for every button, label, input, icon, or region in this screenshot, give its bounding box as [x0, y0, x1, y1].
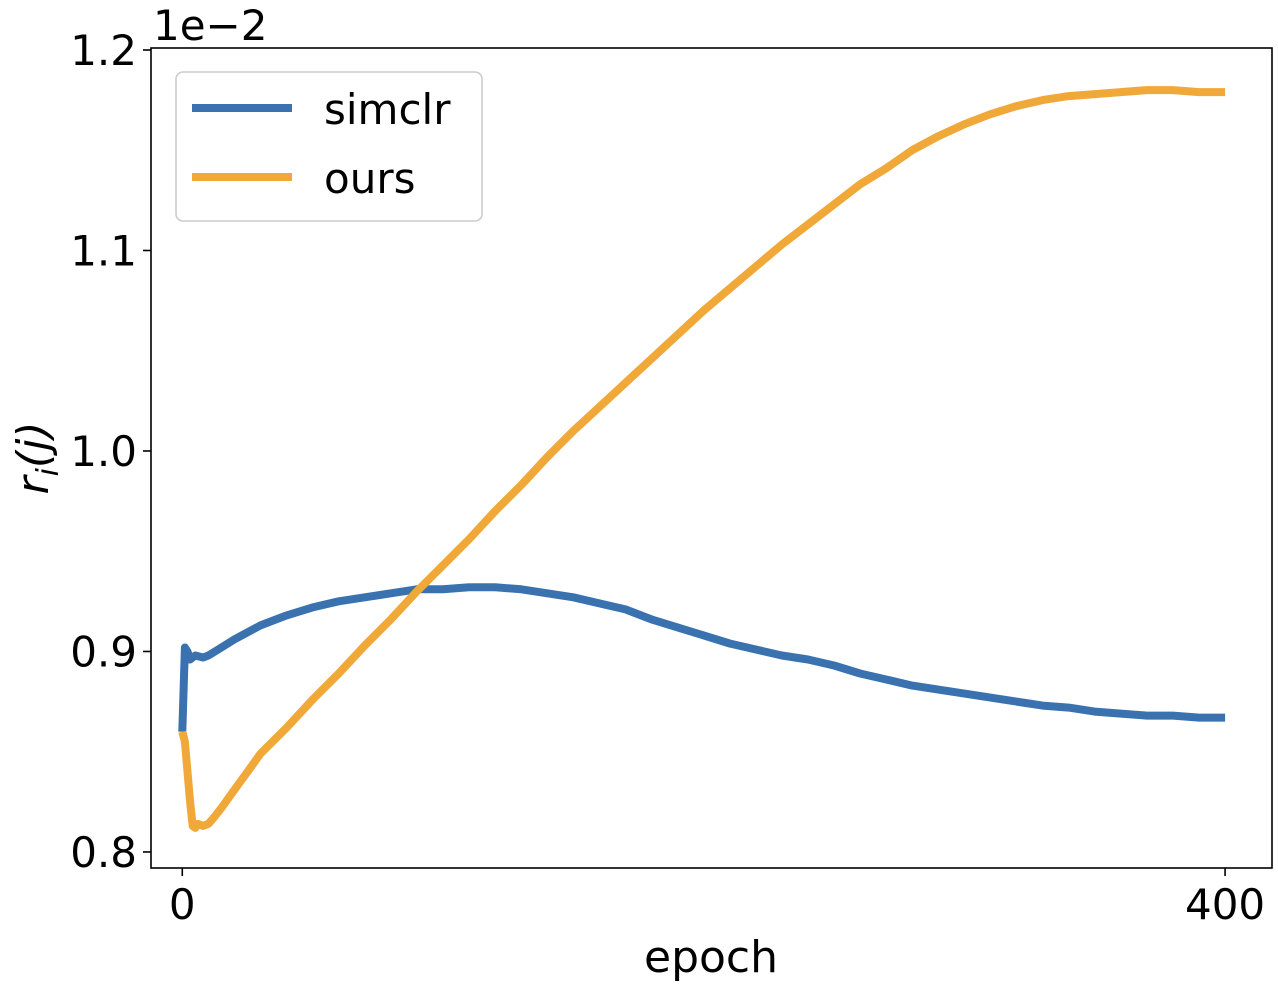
y-label-arg: (j) [8, 422, 59, 469]
x-axis: 0 400 [169, 868, 1265, 929]
plot-frame [150, 47, 1273, 869]
series-line-ours [178, 86, 1226, 832]
x-tick-label: 400 [1185, 880, 1265, 929]
y-tick-label: 1.0 [70, 427, 137, 476]
y-tick-label: 1.1 [70, 226, 137, 275]
y-tick-label: 0.9 [70, 627, 137, 676]
plot-lines [178, 86, 1226, 832]
legend-label-simclr: simclr [324, 85, 451, 134]
y-axis-label: ri(j) [8, 422, 66, 495]
y-tick-label: 1.2 [70, 26, 137, 75]
y-label-base: r [8, 474, 59, 495]
y-offset-text: 1e−2 [153, 1, 267, 50]
series-line-simclr [178, 583, 1226, 732]
legend-label-ours: ours [324, 154, 415, 203]
x-axis-label: epoch [644, 932, 778, 983]
x-tick-label: 0 [169, 880, 196, 929]
y-label-sub: i [31, 467, 66, 476]
y-axis: 0.8 0.9 1.0 1.1 1.2 [70, 26, 151, 877]
y-tick-label: 0.8 [70, 828, 137, 877]
legend: simclr ours [175, 71, 483, 222]
